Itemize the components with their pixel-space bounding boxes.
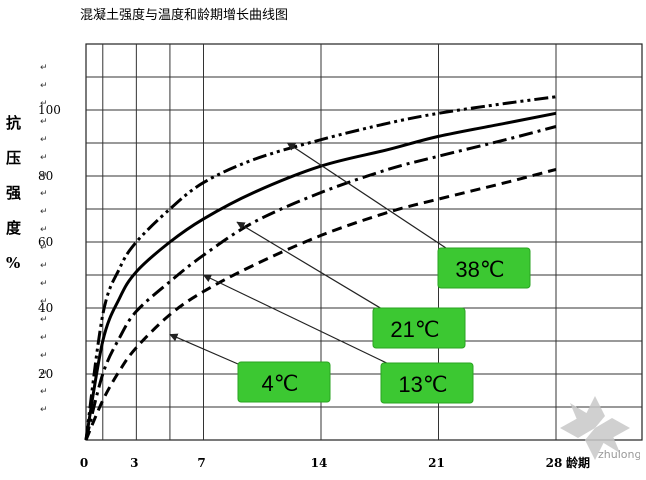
annotation-box: [437, 247, 531, 289]
svg-text:zhulong.com: zhulong.com: [598, 448, 640, 461]
paragraph-mark-icon: ↵: [40, 189, 48, 199]
x-tick-label: 7: [197, 456, 205, 470]
y-axis-label-char: 压: [6, 149, 22, 167]
annotation-arrow: [286, 142, 453, 253]
y-tick-label: 40: [38, 301, 53, 315]
y-tick-label: 20: [38, 367, 53, 381]
y-tick-label: 60: [38, 235, 53, 249]
annotation-arrow: [169, 333, 239, 365]
paragraph-mark-icon: ↵: [40, 261, 48, 271]
x-axis-label: 龄期: [566, 455, 590, 470]
annotation-box: [372, 307, 466, 349]
y-axis-label-char: 强: [6, 184, 22, 202]
paragraph-mark-icon: ↵: [40, 369, 48, 379]
y-tick-label: 80: [38, 169, 53, 183]
paragraph-mark-icon: ↵: [40, 171, 48, 181]
paragraph-mark-icon: ↵: [40, 99, 48, 109]
watermark: zhulong.com: [550, 388, 646, 472]
chart-title: 混凝土强度与温度和龄期增长曲线图: [80, 8, 289, 23]
x-tick-label: 28: [546, 456, 563, 470]
series-line: [84, 95, 557, 441]
paragraph-mark-icon: ↵: [40, 279, 48, 289]
paragraph-mark-icon: ↵: [40, 243, 48, 253]
paragraph-mark-icon: ↵: [40, 225, 48, 235]
y-axis-label: 抗 压 强 度 %: [6, 106, 22, 281]
paragraph-mark-icon: ↵: [40, 63, 48, 73]
y-axis-label-char: %: [6, 254, 21, 272]
series-line: [84, 167, 557, 441]
x-tick-label: 14: [311, 456, 328, 470]
x-tick-label: 0: [80, 456, 88, 470]
paragraph-mark-icon: ↵: [40, 153, 48, 163]
annotation-label: 21℃: [390, 317, 439, 342]
annotation-label: 4℃: [262, 371, 299, 396]
paragraph-mark-icon: ↵: [40, 387, 48, 397]
paragraph-mark-icon: ↵: [40, 207, 48, 217]
x-tick-label: 21: [428, 456, 445, 470]
paragraph-mark-icon: ↵: [40, 351, 48, 361]
y-tick-label: 100: [38, 103, 61, 117]
paragraph-mark-icon: ↵: [40, 297, 48, 307]
series-line: [84, 111, 557, 441]
paragraph-mark-icon: ↵: [40, 333, 48, 343]
annotation-arrow: [236, 221, 388, 313]
annotation-arrow: [202, 274, 396, 368]
paragraph-mark-icon: ↵: [40, 405, 48, 415]
annotation-label: 13℃: [398, 372, 447, 397]
annotation-box: [380, 362, 474, 404]
paragraph-mark-icon: ↵: [40, 315, 48, 325]
y-axis-label-char: 抗: [6, 114, 22, 132]
annotation-box: [237, 361, 331, 403]
series-line: [84, 125, 557, 441]
x-tick-label: 3: [130, 456, 138, 470]
paragraph-mark-icon: ↵: [40, 117, 48, 127]
watermark-logo-icon: zhulong.com: [560, 396, 646, 461]
y-axis-label-char: 度: [6, 219, 22, 237]
paragraph-mark-icon: ↵: [40, 81, 48, 91]
paragraph-mark-icon: ↵: [40, 135, 48, 145]
annotation-label: 38℃: [455, 257, 504, 282]
